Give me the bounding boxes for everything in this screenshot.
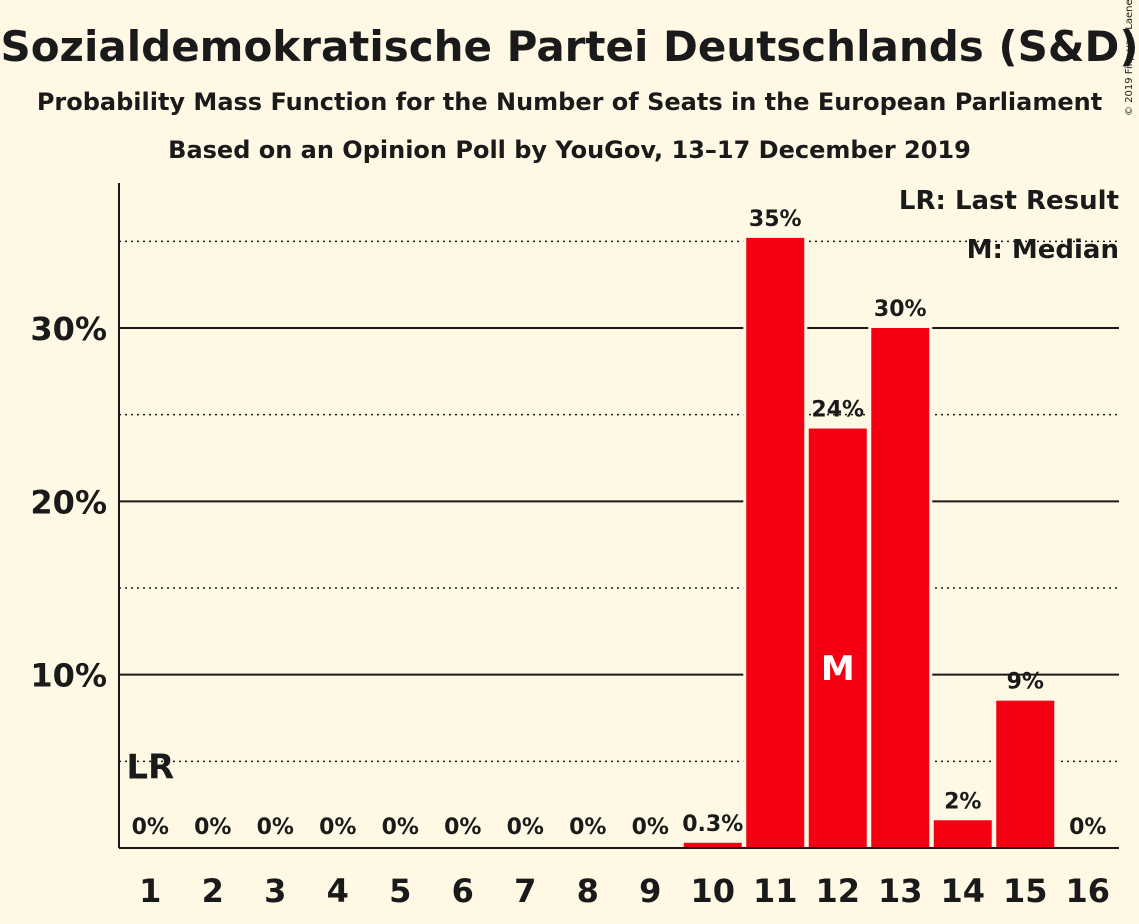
y-tick-label: 10% (30, 657, 107, 695)
data-label: 9% (1007, 670, 1044, 695)
x-tick-label: 14 (940, 872, 985, 910)
data-label: 24% (811, 398, 864, 423)
x-tick-label: 10 (690, 872, 735, 910)
x-tick-label: 3 (264, 872, 286, 910)
x-tick-label: 4 (327, 872, 349, 910)
x-tick-label: 9 (639, 872, 661, 910)
bar (683, 842, 742, 848)
legend-last-result: LR: Last Result (899, 186, 1119, 216)
legend-median: M: Median (967, 235, 1119, 265)
median-marker: M (821, 649, 855, 689)
bar (871, 328, 930, 848)
x-tick-label: 16 (1065, 872, 1110, 910)
x-tick-label: 6 (452, 872, 474, 910)
data-label: 0% (507, 815, 544, 840)
x-tick-label: 11 (753, 872, 798, 910)
chart-title: Sozialdemokratische Partei Deutschlands … (0, 22, 1139, 71)
last-result-marker: LR (126, 747, 174, 787)
x-tick-label: 8 (577, 872, 599, 910)
bar (996, 700, 1055, 848)
x-tick-label: 1 (139, 872, 161, 910)
data-label: 0% (569, 815, 606, 840)
x-tick-label: 2 (202, 872, 224, 910)
data-label: 0% (1069, 815, 1106, 840)
x-tick-label: 13 (878, 872, 923, 910)
x-tick-label: 15 (1003, 872, 1048, 910)
data-label: 2% (944, 789, 981, 814)
chart-subtitle: Probability Mass Function for the Number… (36, 88, 1103, 116)
data-label: 0.3% (682, 812, 743, 837)
data-label: 0% (382, 815, 419, 840)
data-label: 35% (749, 207, 802, 232)
bar (746, 237, 805, 848)
bar (808, 428, 867, 848)
y-tick-label: 20% (30, 483, 107, 521)
x-tick-label: 5 (389, 872, 411, 910)
data-label: 0% (132, 815, 169, 840)
data-label: 0% (632, 815, 669, 840)
chart-source-line: Based on an Opinion Poll by YouGov, 13–1… (168, 136, 971, 164)
x-tick-label: 12 (815, 872, 860, 910)
x-tick-label: 7 (514, 872, 536, 910)
data-label: 0% (194, 815, 231, 840)
data-label: 0% (257, 815, 294, 840)
data-label: 30% (874, 297, 927, 322)
y-tick-label: 30% (30, 310, 107, 348)
bar (933, 820, 992, 848)
data-label: 0% (319, 815, 356, 840)
data-label: 0% (444, 815, 481, 840)
